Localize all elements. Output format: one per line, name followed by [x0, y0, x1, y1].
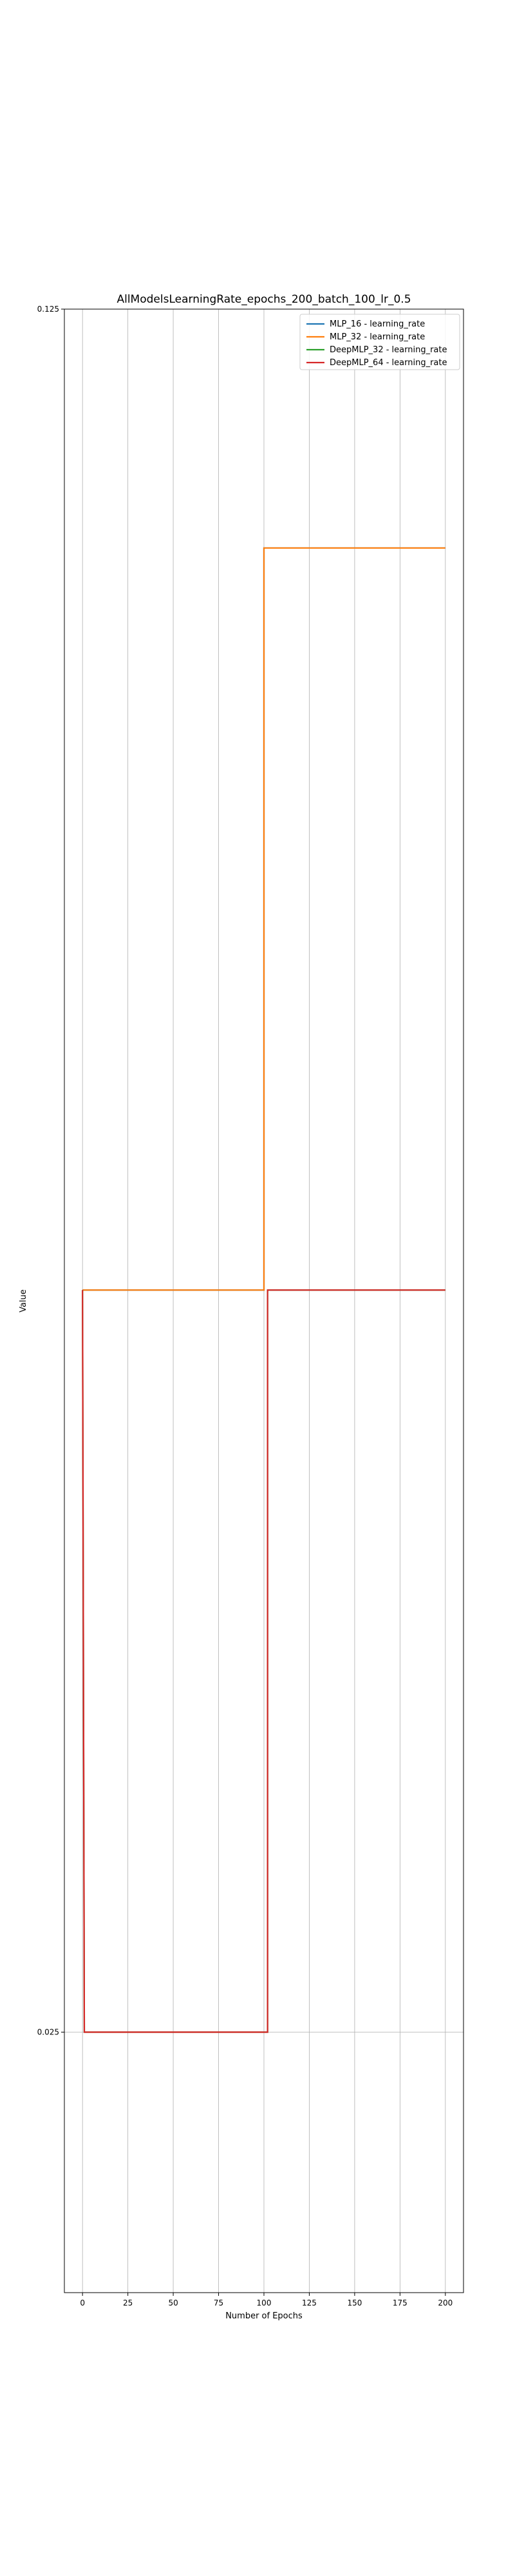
y-tick-label: 0.025: [37, 2027, 59, 2036]
y-axis-ticks: 0.025 0.125: [37, 305, 64, 2036]
series-line-4: [82, 1289, 445, 2033]
x-tick-label: 75: [214, 2298, 223, 2307]
x-axis-ticks: 0 25 50 75 100 125 150 175 200: [80, 2293, 453, 2307]
y-axis-label: Value: [19, 1289, 28, 1312]
x-tick-label: 50: [168, 2298, 178, 2307]
x-tick-label: 100: [257, 2298, 272, 2307]
legend-entry: DeepMLP_64 - learning_rate: [330, 358, 447, 368]
x-tick-label: 175: [393, 2298, 407, 2307]
x-tick-label: 25: [123, 2298, 133, 2307]
series-lines: [82, 547, 445, 2033]
x-tick-label: 125: [302, 2298, 317, 2307]
x-axis-label: Number of Epochs: [225, 2311, 303, 2321]
series-line-2: [82, 547, 445, 1291]
x-tick-label: 200: [438, 2298, 453, 2307]
legend-entry: MLP_16 - learning_rate: [330, 319, 425, 329]
chart-title: AllModelsLearningRate_epochs_200_batch_1…: [117, 293, 411, 306]
legend-entry: MLP_32 - learning_rate: [330, 332, 425, 342]
legend: MLP_16 - learning_rate MLP_32 - learning_…: [299, 314, 460, 370]
legend-entry: DeepMLP_32 - learning_rate: [330, 345, 447, 355]
x-tick-label: 0: [80, 2298, 85, 2307]
y-tick-label: 0.125: [37, 305, 59, 314]
x-tick-label: 150: [347, 2298, 362, 2307]
legend-box: [299, 314, 460, 370]
